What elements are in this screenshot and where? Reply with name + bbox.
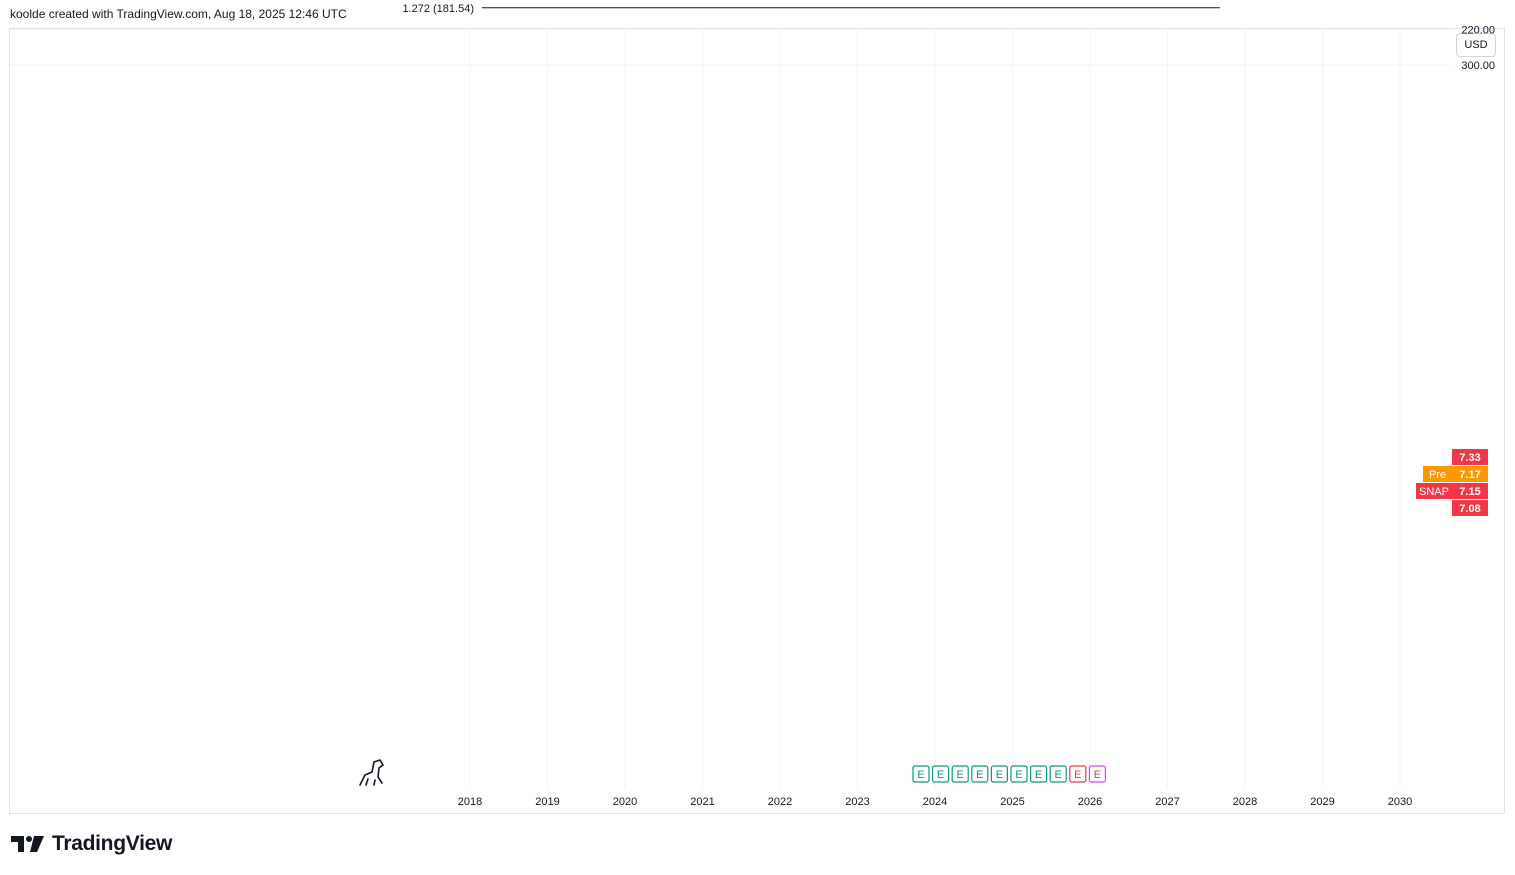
tradingview-logo-icon — [11, 836, 44, 852]
fib-level-label: 1.272 (181.54) — [402, 3, 474, 15]
currency-button[interactable]: USD — [1456, 33, 1496, 57]
chart-frame — [9, 28, 1505, 814]
tradingview-wordmark: TradingView — [52, 832, 173, 855]
chart-caption: koolde created with TradingView.com, Aug… — [10, 7, 347, 21]
tradingview-logo[interactable]: TradingView — [10, 832, 172, 856]
